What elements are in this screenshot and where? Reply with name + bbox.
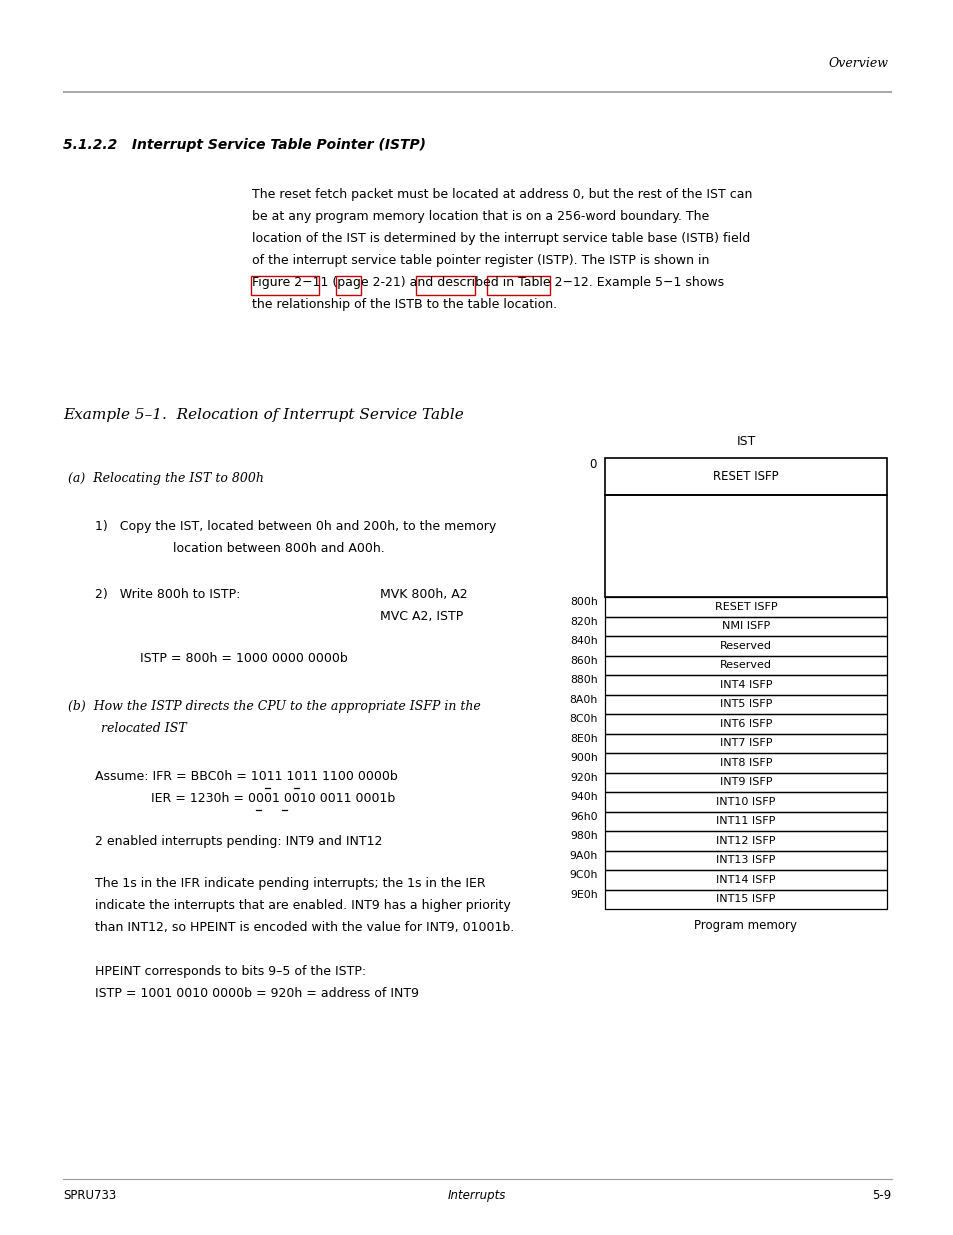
Text: INT11 ISFP: INT11 ISFP — [716, 816, 775, 826]
Text: HPEINT corresponds to bits 9–5 of the ISTP:: HPEINT corresponds to bits 9–5 of the IS… — [95, 965, 366, 978]
Text: INT13 ISFP: INT13 ISFP — [716, 856, 775, 866]
Text: 980h: 980h — [570, 831, 598, 841]
Text: Overview: Overview — [828, 57, 888, 70]
Bar — [604, 597, 886, 616]
Text: SPRU733: SPRU733 — [63, 1189, 116, 1202]
Text: Assume: IFR = BBC0h = 1011 1011 1100 0000b: Assume: IFR = BBC0h = 1011 1011 1100 000… — [95, 769, 397, 783]
Text: location of the IST is determined by the interrupt service table base (ISTB) fie: location of the IST is determined by the… — [252, 232, 749, 245]
Text: 9E0h: 9E0h — [570, 889, 598, 899]
Text: location between 800h and A00h.: location between 800h and A00h. — [172, 542, 384, 555]
Text: INT15 ISFP: INT15 ISFP — [716, 894, 775, 904]
Bar — [486, 275, 550, 294]
Text: INT8 ISFP: INT8 ISFP — [719, 758, 771, 768]
Bar — [604, 831, 886, 851]
Text: Reserved: Reserved — [720, 661, 771, 671]
Text: 8C0h: 8C0h — [569, 714, 598, 724]
Text: INT12 ISFP: INT12 ISFP — [716, 836, 775, 846]
Text: ISTP = 1001 0010 0000b = 920h = address of INT9: ISTP = 1001 0010 0000b = 920h = address … — [95, 987, 418, 1000]
Bar — [604, 792, 886, 811]
Text: 5-9: 5-9 — [871, 1189, 890, 1202]
Text: INT6 ISFP: INT6 ISFP — [720, 719, 771, 729]
Text: ISTP = 800h = 1000 0000 0000b: ISTP = 800h = 1000 0000 0000b — [140, 652, 348, 664]
Text: INT10 ISFP: INT10 ISFP — [716, 797, 775, 806]
Bar — [604, 694, 886, 714]
Text: Interrupts: Interrupts — [447, 1189, 506, 1202]
Text: 9A0h: 9A0h — [569, 851, 598, 861]
Text: The 1s in the IFR indicate pending interrupts; the 1s in the IER: The 1s in the IFR indicate pending inter… — [95, 877, 485, 890]
Text: INT7 ISFP: INT7 ISFP — [719, 739, 771, 748]
Text: 8A0h: 8A0h — [569, 694, 598, 704]
Text: Program memory: Program memory — [694, 919, 797, 932]
Bar — [604, 811, 886, 831]
Text: 920h: 920h — [570, 773, 598, 783]
Text: of the interrupt service table pointer register (ISTP). The ISTP is shown in: of the interrupt service table pointer r… — [252, 254, 709, 267]
Bar — [604, 714, 886, 734]
Text: 8E0h: 8E0h — [570, 734, 598, 743]
Text: 5.1.2.2   Interrupt Service Table Pointer (ISTP): 5.1.2.2 Interrupt Service Table Pointer … — [63, 138, 426, 152]
Text: MVC A2, ISTP: MVC A2, ISTP — [379, 610, 463, 622]
Text: than INT12, so HPEINT is encoded with the value for INT9, 01001b.: than INT12, so HPEINT is encoded with th… — [95, 921, 514, 934]
Text: 880h: 880h — [570, 676, 598, 685]
Text: 2)   Write 800h to ISTP:: 2) Write 800h to ISTP: — [95, 588, 240, 601]
Text: Reserved: Reserved — [720, 641, 771, 651]
Text: The reset fetch packet must be located at address 0, but the rest of the IST can: The reset fetch packet must be located a… — [252, 188, 752, 201]
Text: IST: IST — [736, 435, 755, 448]
Bar — [604, 495, 886, 597]
Text: (b)  How the ISTP directs the CPU to the appropriate ISFP in the: (b) How the ISTP directs the CPU to the … — [68, 700, 480, 713]
Bar — [604, 616, 886, 636]
Bar — [604, 676, 886, 694]
Bar — [604, 636, 886, 656]
Text: 2 enabled interrupts pending: INT9 and INT12: 2 enabled interrupts pending: INT9 and I… — [95, 835, 382, 848]
Text: 820h: 820h — [570, 616, 598, 626]
Text: 860h: 860h — [570, 656, 598, 666]
Text: 840h: 840h — [570, 636, 598, 646]
Bar — [604, 458, 886, 495]
Text: 940h: 940h — [570, 792, 598, 802]
Bar — [604, 773, 886, 792]
Text: 9C0h: 9C0h — [569, 869, 598, 881]
Text: indicate the interrupts that are enabled. INT9 has a higher priority: indicate the interrupts that are enabled… — [95, 899, 510, 911]
Bar — [335, 275, 360, 294]
Text: RESET ISFP: RESET ISFP — [713, 471, 778, 483]
Bar — [604, 869, 886, 889]
Text: 1)   Copy the IST, located between 0h and 200h, to the memory: 1) Copy the IST, located between 0h and … — [95, 520, 496, 534]
Text: relocated IST: relocated IST — [101, 722, 187, 735]
Bar — [604, 889, 886, 909]
Text: (a)  Relocating the IST to 800h: (a) Relocating the IST to 800h — [68, 472, 264, 485]
Bar — [604, 656, 886, 676]
Text: the relationship of the ISTB to the table location.: the relationship of the ISTB to the tabl… — [252, 298, 557, 311]
Text: 0: 0 — [589, 458, 597, 471]
Text: INT9 ISFP: INT9 ISFP — [719, 777, 771, 787]
Bar — [251, 275, 318, 294]
Text: Example 5–1.  Relocation of Interrupt Service Table: Example 5–1. Relocation of Interrupt Ser… — [63, 408, 463, 422]
Bar — [604, 851, 886, 869]
Bar — [416, 275, 475, 294]
Text: Figure 2−11 (page 2-21) and described in Table 2−12. Example 5−1 shows: Figure 2−11 (page 2-21) and described in… — [252, 275, 723, 289]
Text: 900h: 900h — [570, 753, 598, 763]
Text: RESET ISFP: RESET ISFP — [714, 601, 777, 611]
Text: INT4 ISFP: INT4 ISFP — [719, 679, 771, 690]
Text: 800h: 800h — [570, 597, 598, 606]
Text: INT5 ISFP: INT5 ISFP — [720, 699, 771, 709]
Bar — [604, 753, 886, 773]
Text: 96h0: 96h0 — [570, 811, 598, 821]
Bar — [604, 734, 886, 753]
Text: be at any program memory location that is on a 256-word boundary. The: be at any program memory location that i… — [252, 210, 708, 224]
Text: IER = 1230h = 0001 0010 0011 0001b: IER = 1230h = 0001 0010 0011 0001b — [151, 792, 395, 805]
Text: NMI ISFP: NMI ISFP — [721, 621, 769, 631]
Text: MVK 800h, A2: MVK 800h, A2 — [379, 588, 467, 601]
Text: INT14 ISFP: INT14 ISFP — [716, 874, 775, 884]
